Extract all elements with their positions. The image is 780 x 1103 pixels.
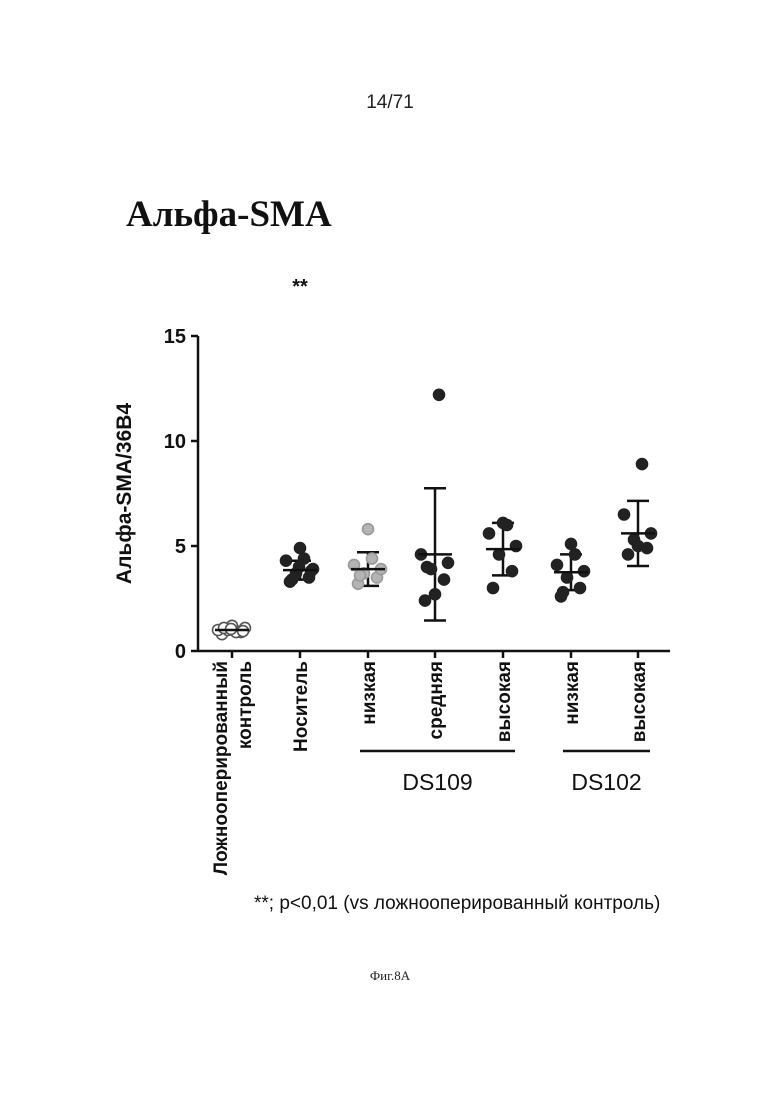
data-point <box>488 583 499 594</box>
data-point <box>281 555 292 566</box>
data-point <box>494 549 505 560</box>
x-category-label: Носитель <box>291 661 312 752</box>
x-category-label: контроль <box>235 661 256 749</box>
chart-series <box>213 389 657 639</box>
data-point <box>363 524 374 535</box>
data-point <box>637 459 648 470</box>
data-point <box>367 553 378 564</box>
data-point <box>566 538 577 549</box>
x-category-label: низкая <box>562 661 583 725</box>
data-point <box>498 517 509 528</box>
x-category-label: средняя <box>426 661 447 739</box>
data-point <box>507 566 518 577</box>
x-category-label: низкая <box>359 661 380 725</box>
y-tick-label: 5 <box>175 536 186 558</box>
data-point <box>633 541 644 552</box>
data-point <box>443 557 454 568</box>
x-category-label: Ложнооперированный <box>211 661 232 875</box>
y-axis-label: Альфа-SMA/36B4 <box>113 403 136 584</box>
figure-caption: Фиг.8А <box>0 968 780 984</box>
data-point <box>422 562 433 573</box>
data-point <box>430 589 441 600</box>
data-point <box>439 574 450 585</box>
data-point <box>434 389 445 400</box>
category-group <box>552 538 590 602</box>
category-group <box>619 459 657 566</box>
data-point <box>623 549 634 560</box>
data-point <box>619 509 630 520</box>
chart-axes: 0 5 10 15 Альфа-SMA/36B4 <box>113 326 670 663</box>
y-tick-label: 15 <box>164 326 186 348</box>
data-point <box>295 543 306 554</box>
y-tick-label: 0 <box>175 641 186 663</box>
group-label: DS109 <box>402 769 472 795</box>
data-point <box>355 570 366 581</box>
data-point <box>552 559 563 570</box>
data-point <box>558 587 569 598</box>
x-category-label: высокая <box>494 661 515 742</box>
category-group <box>484 517 522 593</box>
data-point <box>420 595 431 606</box>
group-label: DS102 <box>571 769 641 795</box>
data-point <box>570 549 581 560</box>
x-category-label: высокая <box>629 661 650 742</box>
y-tick-label: 10 <box>164 431 186 453</box>
category-group <box>281 543 319 588</box>
significance-footnote: **; p<0,01 (vs ложнооперированный контро… <box>254 893 660 915</box>
data-point <box>575 583 586 594</box>
data-point <box>287 574 298 585</box>
category-group <box>213 620 251 639</box>
data-point <box>562 572 573 583</box>
category-group <box>416 389 454 620</box>
category-group <box>349 524 387 590</box>
significance-marker: ** <box>292 276 308 298</box>
data-point <box>484 528 495 539</box>
